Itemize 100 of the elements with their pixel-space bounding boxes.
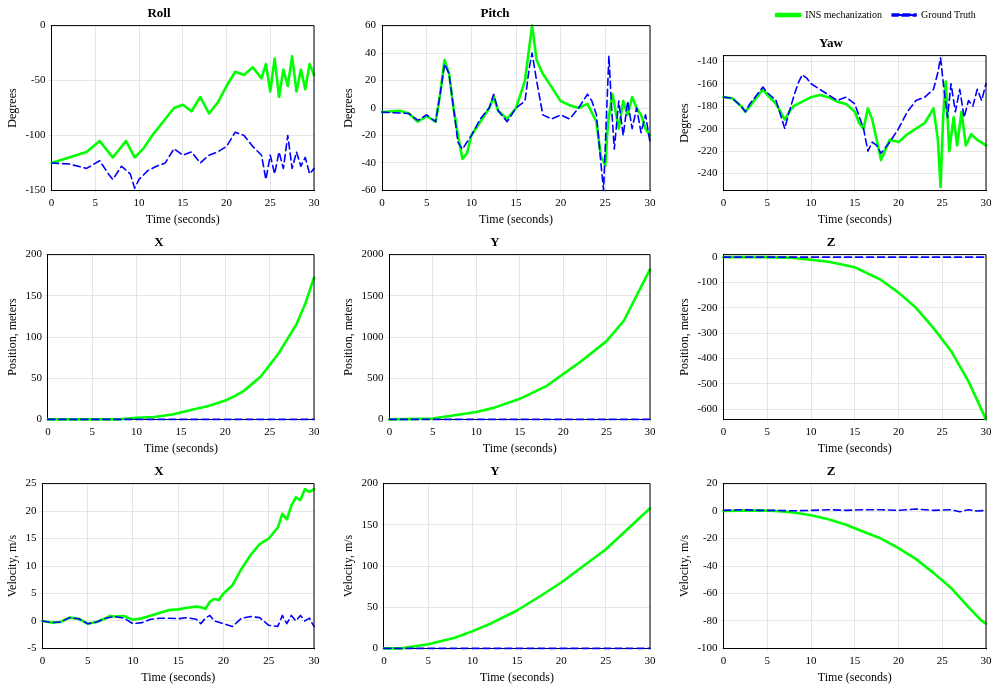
y-tick-label: 50 bbox=[366, 600, 379, 613]
chart-title: Yaw bbox=[819, 35, 844, 51]
x-tick-label: 0 bbox=[720, 195, 727, 208]
x-tick-label: 25 bbox=[264, 424, 276, 437]
y-tick-label: -100 bbox=[697, 641, 719, 654]
x-tick-label: 20 bbox=[557, 424, 570, 437]
y-tick-label: 0 bbox=[36, 412, 43, 425]
y-tick-label: -500 bbox=[697, 376, 719, 389]
y-axis-title: Velocity, m/s bbox=[677, 534, 692, 598]
y-tick-label: 20 bbox=[365, 73, 377, 86]
x-tick-label: 15 bbox=[510, 195, 523, 208]
x-tick-label: 25 bbox=[599, 195, 612, 208]
x-tick-label: 30 bbox=[644, 195, 656, 208]
y-axis-title: Velocity, m/s bbox=[5, 534, 20, 598]
x-tick-label: 15 bbox=[849, 424, 861, 437]
y-tick-label: 100 bbox=[25, 329, 43, 342]
x-tick-label: 25 bbox=[264, 195, 277, 208]
x-tick-label: 30 bbox=[980, 195, 992, 208]
y-tick-label: -60 bbox=[361, 183, 377, 196]
y-tick-label: 20 bbox=[706, 476, 719, 489]
y-tick-label: 2000 bbox=[361, 247, 384, 260]
y-tick-label: -200 bbox=[697, 300, 719, 313]
x-tick-label: 30 bbox=[308, 424, 320, 437]
line-series bbox=[41, 614, 315, 628]
x-axis-title: Time (seconds) bbox=[479, 211, 553, 226]
x-tick-label: 0 bbox=[720, 424, 727, 437]
chart-title: X bbox=[154, 234, 165, 250]
y-tick-label: -20 bbox=[702, 531, 719, 544]
x-tick-label: 30 bbox=[644, 424, 656, 437]
x-axis-title: Time (seconds) bbox=[817, 669, 892, 684]
y-tick-label: -5 bbox=[27, 641, 37, 654]
x-tick-label: 5 bbox=[764, 424, 771, 437]
x-axis-title: Time (seconds) bbox=[145, 211, 220, 226]
y-axis-title: Degrees bbox=[5, 88, 20, 128]
legend-label: INS mechanization bbox=[805, 8, 883, 20]
y-tick-label: 5 bbox=[30, 586, 37, 599]
y-tick-label: -140 bbox=[697, 54, 719, 67]
x-tick-label: 15 bbox=[514, 424, 526, 437]
x-axis-title: Time (seconds) bbox=[480, 669, 554, 684]
y-tick-label: 100 bbox=[361, 558, 379, 571]
y-tick-label: 150 bbox=[361, 517, 379, 530]
x-tick-label: 15 bbox=[175, 424, 187, 437]
x-tick-label: 10 bbox=[127, 653, 139, 666]
y-tick-label: 500 bbox=[366, 371, 384, 384]
x-tick-label: 15 bbox=[177, 195, 189, 208]
y-tick-label: -100 bbox=[25, 128, 47, 141]
y-tick-label: -400 bbox=[697, 351, 719, 364]
x-tick-label: 10 bbox=[805, 195, 818, 208]
y-tick-label: 15 bbox=[25, 531, 37, 544]
x-tick-label: 25 bbox=[601, 424, 613, 437]
chart-title: Z bbox=[826, 463, 836, 479]
x-tick-label: 20 bbox=[217, 653, 230, 666]
y-tick-label: 150 bbox=[25, 288, 43, 301]
legend-label: Ground Truth bbox=[921, 8, 976, 20]
x-tick-label: 0 bbox=[386, 424, 393, 437]
y-tick-label: 1000 bbox=[361, 329, 384, 342]
y-axis-title: Position, meters bbox=[677, 298, 692, 376]
y-tick-label: -80 bbox=[702, 613, 719, 626]
x-tick-label: 5 bbox=[84, 653, 91, 666]
y-tick-label: -60 bbox=[702, 586, 719, 599]
y-tick-label: 200 bbox=[25, 247, 43, 260]
y-tick-label: 0 bbox=[377, 412, 384, 425]
x-tick-label: 20 bbox=[555, 653, 568, 666]
x-axis-title: Time (seconds) bbox=[141, 669, 216, 684]
x-tick-label: 20 bbox=[221, 195, 233, 208]
chart-title: Roll bbox=[147, 5, 171, 21]
y-tick-label: 0 bbox=[30, 613, 37, 626]
y-axis-title: Velocity, m/s bbox=[341, 534, 356, 598]
y-tick-label: -160 bbox=[697, 76, 719, 89]
y-tick-label: -50 bbox=[30, 73, 47, 86]
y-tick-label: 200 bbox=[361, 476, 379, 489]
chart-title: Pitch bbox=[480, 5, 511, 21]
y-tick-label: -600 bbox=[697, 402, 719, 415]
chart-title: Y bbox=[490, 463, 501, 479]
x-tick-label: 0 bbox=[720, 653, 727, 666]
x-tick-label: 25 bbox=[936, 653, 949, 666]
x-tick-label: 20 bbox=[893, 653, 905, 666]
y-tick-label: -240 bbox=[697, 166, 719, 179]
y-axis-title: Degrees bbox=[341, 88, 356, 128]
x-tick-label: 5 bbox=[92, 195, 99, 208]
y-tick-label: 0 bbox=[370, 100, 377, 113]
x-tick-label: 15 bbox=[511, 653, 523, 666]
y-tick-label: 10 bbox=[25, 558, 37, 571]
x-tick-label: 20 bbox=[893, 195, 905, 208]
y-tick-label: -40 bbox=[361, 155, 377, 168]
y-tick-label: 0 bbox=[712, 503, 719, 516]
y-tick-label: 0 bbox=[372, 641, 379, 654]
y-tick-label: 25 bbox=[25, 476, 37, 489]
chart-title: Z bbox=[826, 234, 836, 250]
x-tick-label: 15 bbox=[849, 653, 861, 666]
y-tick-label: -20 bbox=[361, 128, 377, 141]
x-axis-title: Time (seconds) bbox=[817, 440, 892, 455]
y-tick-label: 0 bbox=[40, 18, 47, 31]
x-tick-label: 25 bbox=[936, 424, 949, 437]
x-tick-label: 25 bbox=[263, 653, 275, 666]
x-tick-label: 15 bbox=[172, 653, 185, 666]
x-tick-label: 5 bbox=[764, 195, 771, 208]
y-axis-title: Position, meters bbox=[5, 298, 20, 376]
x-axis-title: Time (seconds) bbox=[817, 211, 892, 226]
x-tick-label: 10 bbox=[470, 424, 483, 437]
